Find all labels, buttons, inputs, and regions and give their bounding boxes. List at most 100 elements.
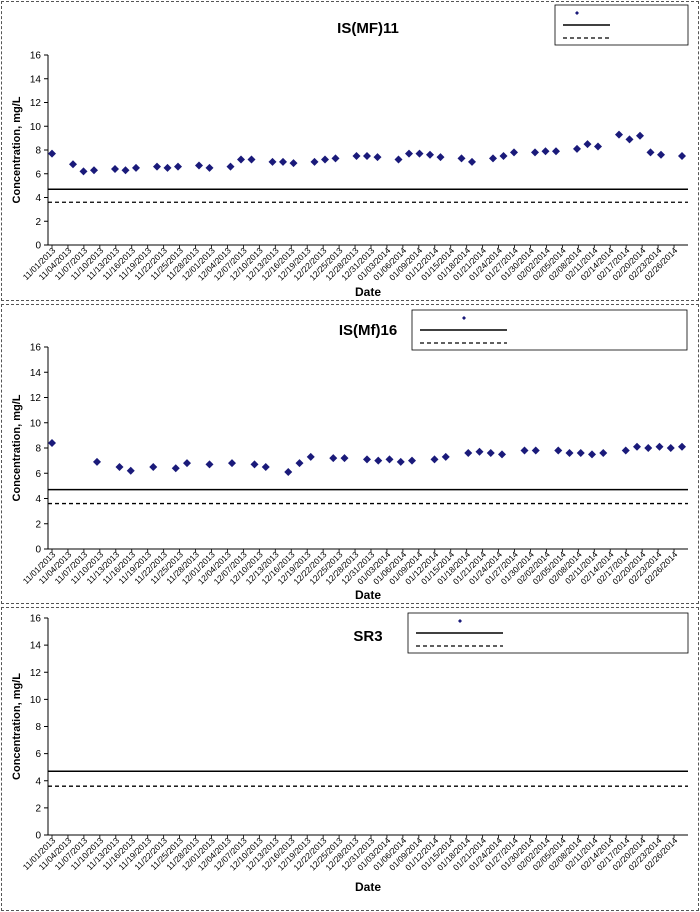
data-point <box>331 154 340 163</box>
y-tick-label: 16 <box>30 51 42 62</box>
y-tick-label: 12 <box>30 668 42 679</box>
data-point <box>396 457 405 466</box>
data-point <box>554 446 563 455</box>
legend-diamond-marker <box>458 619 462 623</box>
y-tick-label: 4 <box>35 193 41 204</box>
data-point <box>625 135 634 144</box>
data-point <box>329 454 338 463</box>
data-point <box>573 144 581 153</box>
data-point <box>441 452 450 461</box>
legend <box>554 4 689 46</box>
data-point <box>310 157 319 166</box>
data-point <box>90 166 98 175</box>
data-point <box>599 449 608 458</box>
data-point <box>121 166 130 175</box>
data-point <box>174 162 182 171</box>
data-point <box>385 455 394 464</box>
legend <box>411 309 688 351</box>
data-point <box>132 163 140 172</box>
data-point <box>394 155 403 164</box>
y-tick-label: 4 <box>35 494 41 505</box>
data-point <box>171 464 180 473</box>
legend <box>407 612 689 654</box>
data-point <box>489 154 497 163</box>
axes: 024681012141611/01/201311/04/201311/07/2… <box>21 343 688 586</box>
y-tick-label: 16 <box>30 343 42 354</box>
x-axis-label: Date <box>355 880 381 894</box>
data-point <box>295 459 304 468</box>
data-point <box>149 462 158 471</box>
data-point <box>468 157 476 166</box>
data-point <box>655 442 664 451</box>
data-point <box>583 140 592 149</box>
data-point <box>666 444 675 452</box>
chart-svg: IS(MF)11024681012141611/01/201311/04/201… <box>11 4 689 299</box>
y-tick-label: 14 <box>30 368 42 379</box>
data-point <box>520 446 529 455</box>
data-point <box>205 163 214 172</box>
data-point <box>126 466 135 475</box>
data-point <box>636 131 644 140</box>
data-point <box>237 155 245 164</box>
data-point <box>405 149 413 158</box>
data-point <box>657 150 665 159</box>
data-point <box>69 160 77 169</box>
data-point <box>621 446 630 455</box>
y-tick-label: 0 <box>35 241 41 252</box>
chart-title: IS(MF)11 <box>337 20 399 37</box>
data-point <box>306 452 315 461</box>
data-point <box>153 162 161 171</box>
data-point <box>48 438 56 447</box>
y-tick-label: 8 <box>35 444 41 455</box>
data-point <box>183 459 191 468</box>
data-point <box>408 456 416 465</box>
data-point <box>644 444 653 452</box>
data-point <box>374 456 383 465</box>
x-axis-label: Date <box>355 285 381 299</box>
data-point <box>531 148 539 157</box>
data-point <box>111 165 119 173</box>
data-point <box>352 151 361 160</box>
chart-panel-2: IS(Mf)16 0 2 4 6 8 10 12 14 16 11/01/2013 11/04/201… <box>1 304 699 604</box>
y-tick-label: 16 <box>30 614 42 625</box>
data-point <box>510 148 518 157</box>
chart-title: SR3 <box>353 628 382 645</box>
data-point <box>163 163 172 172</box>
data-point <box>436 153 445 162</box>
data-point <box>430 455 439 464</box>
y-tick-label: 10 <box>30 695 42 706</box>
y-axis-label: Concentration, mg/L <box>11 394 23 501</box>
data-point <box>373 153 382 162</box>
data-point <box>633 442 641 451</box>
chart-panel-1: IS(MF)11 0 2 4 6 8 10 12 14 16 11/01/2013 11/04/201… <box>1 1 699 301</box>
y-tick-label: 14 <box>30 74 42 85</box>
data-point <box>195 161 203 170</box>
data-point <box>247 155 256 164</box>
data-point <box>541 147 550 156</box>
data-point <box>250 460 259 469</box>
scatter-series <box>48 438 686 476</box>
y-tick-label: 14 <box>30 641 42 652</box>
data-point <box>588 450 596 459</box>
legend-diamond-marker <box>462 316 466 320</box>
y-tick-label: 8 <box>35 722 41 733</box>
data-point <box>552 147 560 156</box>
data-point <box>268 157 277 166</box>
data-point <box>426 150 434 159</box>
chart-panel-3: SR3 0 2 4 6 8 10 12 14 16 11/01/2013 11/04/2013 11/0… <box>1 607 699 911</box>
y-tick-label: 10 <box>30 418 42 429</box>
data-point <box>615 130 623 139</box>
data-point <box>464 449 473 458</box>
y-tick-label: 2 <box>35 519 41 530</box>
data-point <box>499 151 508 160</box>
data-point <box>289 159 298 168</box>
scatter-series <box>48 130 686 176</box>
data-point <box>531 446 540 455</box>
data-point <box>279 157 287 166</box>
data-point <box>646 148 655 157</box>
y-tick-label: 8 <box>35 146 41 157</box>
x-axis-label: Date <box>355 588 381 602</box>
y-tick-label: 10 <box>30 122 42 133</box>
y-tick-label: 0 <box>35 831 41 842</box>
y-tick-label: 6 <box>35 469 41 480</box>
